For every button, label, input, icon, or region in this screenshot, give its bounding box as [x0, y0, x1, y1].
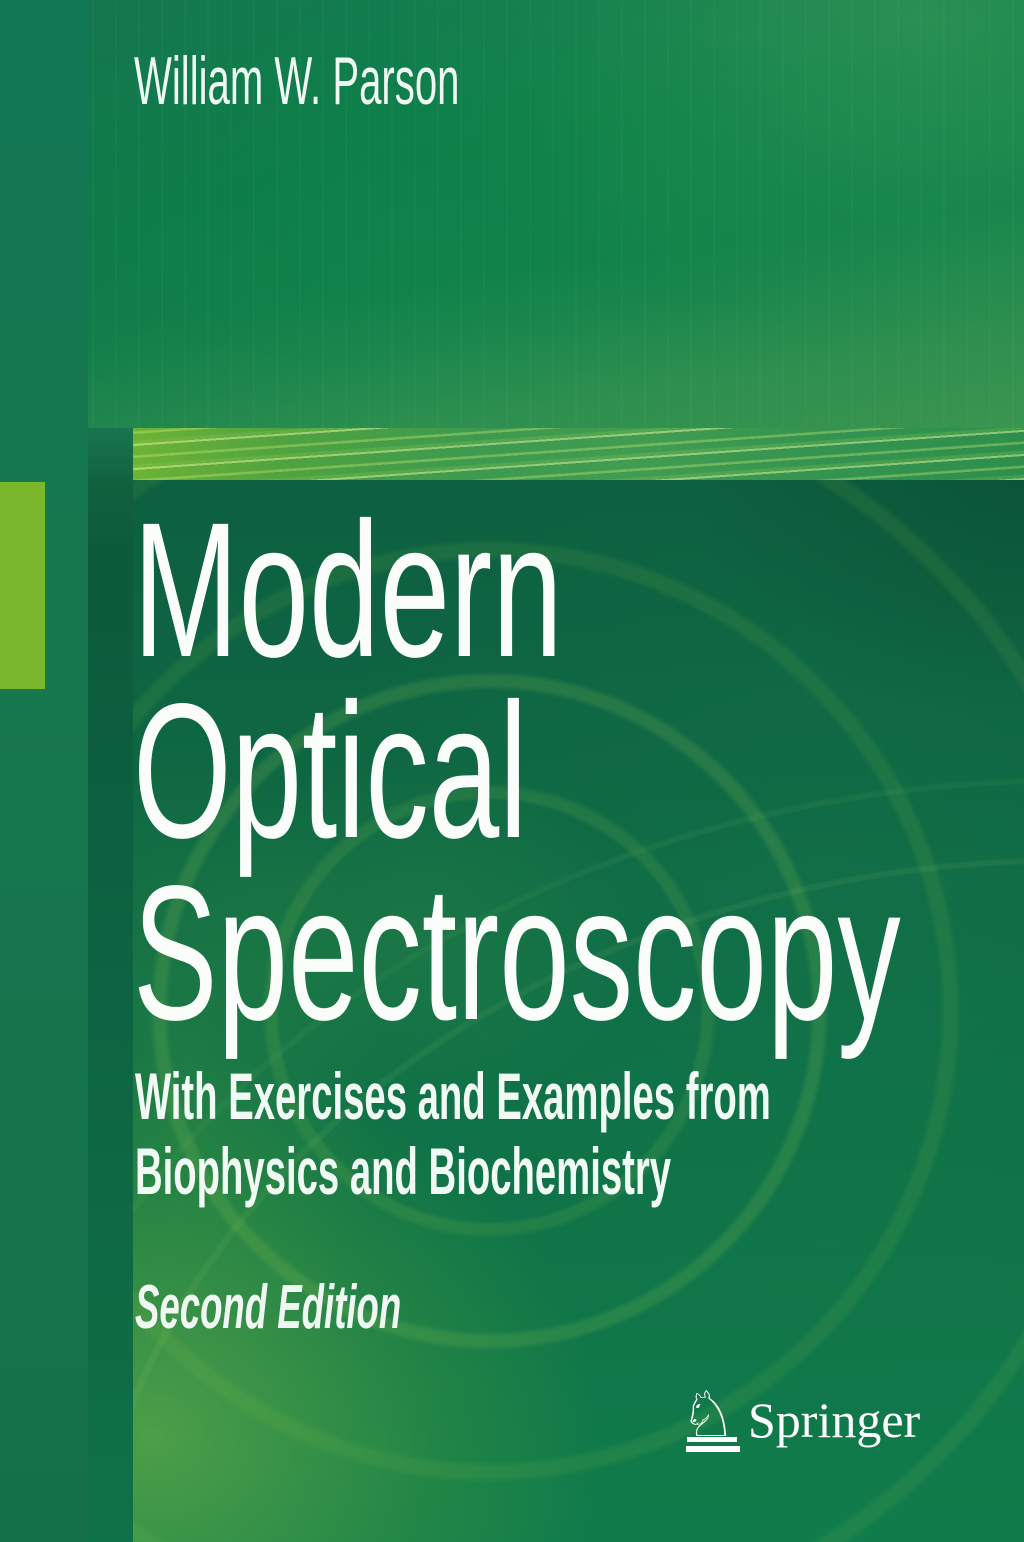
title-line-3: Spectroscopy: [133, 845, 901, 1060]
publisher-wordmark: Springer: [748, 1392, 921, 1448]
springer-logo-underline-2: [686, 1446, 740, 1452]
lime-streak-ribbon: [133, 428, 1024, 480]
author-name: William W. Parson: [134, 43, 460, 119]
lime-accent-square: [0, 482, 45, 689]
top-green-band: [0, 0, 1024, 480]
edition-label: Second Edition: [135, 1273, 402, 1342]
dark-green-strip: [88, 428, 133, 1542]
swirl-green-panel: [133, 480, 1024, 1542]
title-line-1: Modern: [133, 482, 563, 697]
subtitle-line-2: Biophysics and Biochemistry: [135, 1134, 672, 1208]
springer-horse-icon: ♘: [680, 1378, 737, 1451]
title-line-2: Optical: [133, 663, 528, 878]
subtitle-line-1: With Exercises and Examples from: [135, 1059, 771, 1133]
left-green-column: [0, 0, 88, 1542]
springer-logo-underline-1: [687, 1437, 737, 1442]
